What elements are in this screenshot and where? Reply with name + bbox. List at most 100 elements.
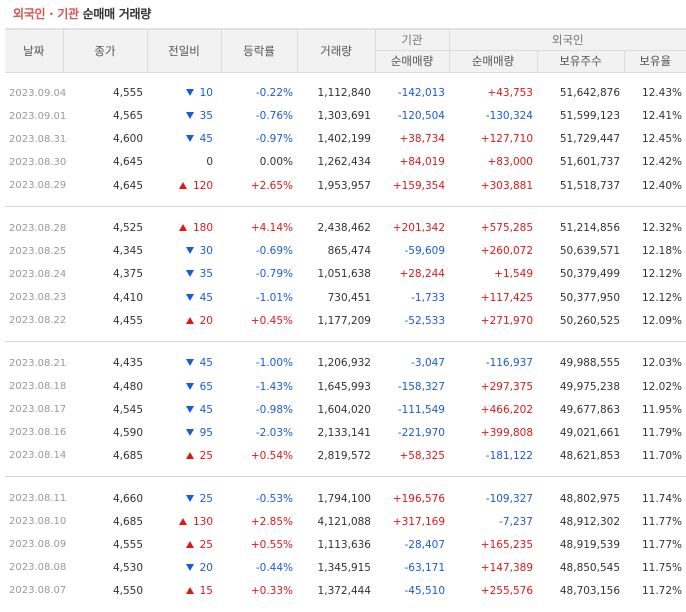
- cell-foreign-net: +117,425: [480, 291, 533, 304]
- cell-inst-net: -3,047: [411, 357, 445, 370]
- cell-rate: -1.01%: [255, 291, 293, 304]
- cell-foreign-ratio: 12.32%: [641, 222, 682, 235]
- cell-change: 15: [147, 579, 221, 602]
- cell-rate: -0.69%: [255, 245, 293, 258]
- table-row: 2023.08.11 4,660 25 -0.53% 1,794,100 +196,576…: [5, 487, 686, 510]
- cell-foreign-hold: 48,912,302: [559, 515, 620, 528]
- cell-close: 4,645: [112, 156, 143, 169]
- cell-date: 2023.08.28: [9, 222, 67, 234]
- cell-foreign-hold: 49,975,238: [559, 380, 620, 393]
- cell-foreign-ratio: 12.40%: [641, 179, 682, 192]
- cell-rate: +4.14%: [250, 222, 293, 235]
- cell-foreign-hold: 48,703,156: [559, 584, 620, 597]
- cell-date: 2023.08.18: [9, 381, 67, 393]
- change-value: 120: [192, 179, 213, 192]
- triangle-down-icon: [185, 270, 194, 278]
- cell-foreign-ratio: 11.75%: [641, 561, 682, 574]
- group-spacer: [5, 467, 686, 477]
- col-header-change: 전일비: [146, 28, 221, 73]
- cell-rate: -2.03%: [255, 426, 293, 439]
- cell-foreign-ratio: 11.77%: [641, 515, 682, 528]
- change-value: 95: [199, 426, 213, 439]
- cell-rate: -1.00%: [255, 357, 293, 370]
- cell-foreign-ratio: 12.43%: [641, 87, 682, 100]
- table-row: 2023.08.18 4,480 65 -1.43% 1,645,993 -158,327…: [5, 375, 686, 398]
- cell-foreign-hold: 48,621,853: [559, 449, 620, 462]
- cell-change: 45: [147, 352, 221, 375]
- cell-close: 4,660: [112, 492, 143, 505]
- col-header-volume: 거래량: [296, 28, 375, 73]
- cell-foreign-ratio: 11.70%: [641, 449, 682, 462]
- cell-date: 2023.08.16: [9, 427, 67, 439]
- group-divider: [5, 476, 686, 478]
- change-value: 45: [199, 133, 213, 146]
- cell-change: 30: [147, 240, 221, 263]
- cell-inst-net: -1,733: [411, 291, 445, 304]
- change-value: 130: [192, 515, 213, 528]
- cell-foreign-ratio: 11.77%: [641, 538, 682, 551]
- cell-inst-net: -59,609: [404, 245, 445, 258]
- cell-change: 25: [147, 444, 221, 467]
- cell-inst-net: -52,533: [404, 314, 445, 327]
- cell-foreign-ratio: 12.18%: [641, 245, 682, 258]
- cell-date: 2023.08.29: [9, 180, 67, 192]
- cell-date: 2023.08.11: [9, 493, 67, 505]
- cell-change: 25: [147, 533, 221, 556]
- change-value: 65: [199, 380, 213, 393]
- cell-foreign-ratio: 12.41%: [641, 110, 682, 123]
- cell-inst-net: +196,576: [392, 492, 445, 505]
- change-value: 45: [199, 291, 213, 304]
- table-row: 2023.08.10 4,685 130 +2.85% 4,121,088 +317,16…: [5, 510, 686, 533]
- cell-rate: -0.79%: [255, 268, 293, 281]
- group-spacer: [5, 332, 686, 342]
- table-row: 2023.08.16 4,590 95 -2.03% 2,133,141 -221,970…: [5, 421, 686, 444]
- cell-date: 2023.08.23: [9, 292, 67, 304]
- cell-rate: -0.98%: [255, 403, 293, 416]
- triangle-up-icon: [178, 517, 187, 525]
- triangle-up-icon: [178, 181, 187, 189]
- cell-rate: 0.00%: [259, 156, 293, 169]
- cell-foreign-net: +575,285: [480, 222, 533, 235]
- cell-volume: 865,474: [327, 245, 371, 258]
- cell-rate: -0.53%: [255, 492, 293, 505]
- cell-date: 2023.08.25: [9, 245, 67, 257]
- change-value: 30: [199, 245, 213, 258]
- triangle-down-icon: [185, 494, 194, 502]
- cell-foreign-ratio: 11.95%: [641, 403, 682, 416]
- triangle-up-icon: [185, 586, 194, 594]
- change-value: 25: [199, 492, 213, 505]
- cell-foreign-ratio: 11.79%: [641, 426, 682, 439]
- cell-foreign-net: -7,237: [499, 515, 533, 528]
- group-spacer: [5, 72, 686, 82]
- spacer-cell: [5, 72, 686, 82]
- table-row: 2023.08.17 4,545 45 -0.98% 1,604,020 -111,549…: [5, 398, 686, 421]
- cell-inst-net: +38,734: [399, 133, 445, 146]
- change-value: 45: [199, 357, 213, 370]
- cell-foreign-hold: 49,988,555: [559, 357, 620, 370]
- cell-change: 180: [147, 217, 221, 240]
- table-body: 2023.09.04 4,555 10 -0.22% 1,112,840 -142,013…: [5, 72, 686, 612]
- cell-volume: 1,262,434: [317, 156, 371, 169]
- col-header-close: 종가: [62, 28, 147, 73]
- cell-volume: 1,345,915: [317, 561, 371, 574]
- triangle-down-icon: [185, 247, 194, 255]
- cell-rate: +0.45%: [250, 314, 293, 327]
- table-header: 날짜 종가 전일비 등락률 거래량 기관 외국인 순매매량 순매매량 보유주수 …: [5, 28, 686, 73]
- title-rest: 순매매 거래량: [82, 7, 152, 21]
- cell-volume: 1,303,691: [317, 110, 371, 123]
- triangle-down-icon: [185, 112, 194, 120]
- cell-date: 2023.08.30: [9, 156, 67, 168]
- cell-foreign-net: +303,881: [480, 179, 533, 192]
- cell-foreign-net: +83,000: [487, 156, 533, 169]
- cell-inst-net: -28,407: [404, 538, 445, 551]
- cell-foreign-net: -109,327: [485, 492, 533, 505]
- change-value: 35: [199, 110, 213, 123]
- cell-close: 4,530: [112, 561, 143, 574]
- group-spacer: [5, 197, 686, 207]
- divider-cell: [5, 476, 686, 478]
- triangle-down-icon: [185, 89, 194, 97]
- spacer-cell: [5, 603, 686, 612]
- cell-rate: -1.43%: [255, 380, 293, 393]
- cell-change: 0: [147, 151, 221, 174]
- cell-volume: 2,133,141: [317, 426, 371, 439]
